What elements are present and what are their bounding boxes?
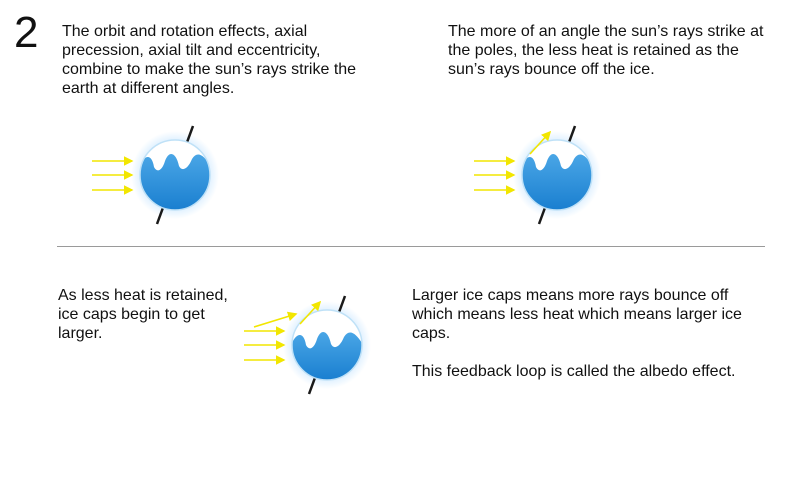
ocean — [522, 153, 592, 210]
caption-text: This feedback loop is called the albedo … — [412, 363, 736, 380]
caption-text: As less heat is retained, ice caps begin… — [58, 287, 228, 342]
caption-panel-3: As less heat is retained, ice caps begin… — [58, 286, 248, 343]
earth-outline — [291, 309, 363, 381]
deflected-ray — [299, 300, 322, 325]
earth-diagram-svg — [92, 125, 219, 225]
earth-diagram-svg — [474, 125, 601, 225]
caption-panel-1: The orbit and rotation effects, axial pr… — [62, 22, 362, 98]
caption-text: The more of an angle the sun’s rays stri… — [448, 23, 764, 78]
deflected-ray — [253, 311, 298, 328]
ocean — [140, 153, 210, 210]
ocean — [292, 331, 362, 380]
section-divider — [57, 246, 765, 247]
earth-figure-1 — [80, 118, 230, 233]
caption-text: Larger ice caps means more rays bounce o… — [412, 287, 742, 342]
earth-figure-2 — [462, 118, 612, 233]
caption-text: The orbit and rotation effects, axial pr… — [62, 23, 357, 97]
earth-outline — [139, 139, 211, 211]
step-number: 2 — [14, 8, 39, 57]
caption-panel-4: Larger ice caps means more rays bounce o… — [412, 286, 742, 381]
deflected-ray — [529, 130, 552, 155]
earth-outline — [521, 139, 593, 211]
earth-figure-3 — [232, 288, 382, 403]
earth-diagram-svg — [244, 295, 371, 395]
caption-panel-2: The more of an angle the sun’s rays stri… — [448, 22, 778, 79]
